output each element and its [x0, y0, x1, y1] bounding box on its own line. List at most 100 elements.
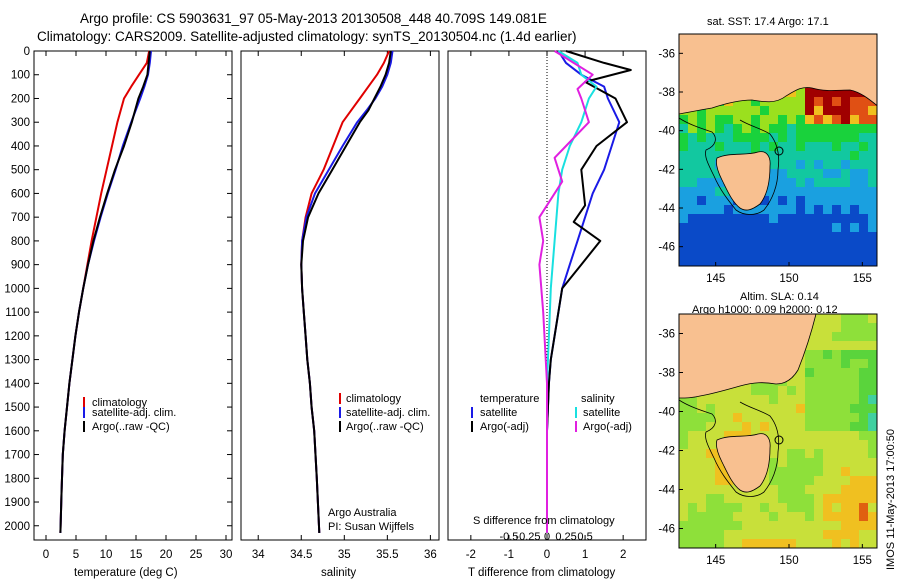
heatmap-cell	[832, 422, 842, 432]
heatmap-cell	[796, 124, 806, 134]
heatmap-cell	[733, 431, 743, 441]
heatmap-cell	[868, 512, 877, 522]
heatmap-cell	[715, 214, 725, 224]
heatmap-cell	[697, 160, 707, 170]
heatmap-cell	[778, 440, 788, 450]
heatmap-cell	[841, 232, 851, 242]
heatmap-cell	[778, 250, 788, 260]
sla-map-title-2: Argo h1000: 0.09 h2000: 0.12	[692, 304, 838, 316]
y-tick-label: 1300	[4, 355, 30, 367]
heatmap-cell	[832, 449, 842, 459]
heatmap-cell	[778, 187, 788, 197]
heatmap-cell	[715, 205, 725, 215]
heatmap-cell	[823, 431, 833, 441]
heatmap-cell	[724, 232, 734, 242]
heatmap-cell	[850, 323, 860, 333]
heatmap-cell	[796, 178, 806, 188]
heatmap-cell	[742, 539, 752, 548]
heatmap-cell	[823, 413, 833, 423]
map-x-tick-label: 150	[779, 273, 798, 285]
heatmap-cell	[760, 214, 770, 224]
heatmap-cell	[733, 422, 743, 432]
heatmap-cell	[805, 539, 815, 548]
x-tick-label: 0	[544, 549, 550, 561]
heatmap-cell	[850, 485, 860, 495]
heatmap-cell	[823, 133, 833, 143]
heatmap-cell	[679, 142, 689, 152]
heatmap-cell	[841, 431, 851, 441]
heatmap-cell	[850, 187, 860, 197]
heatmap-cell	[841, 539, 851, 548]
heatmap-cell	[805, 476, 815, 486]
sst-map-axis-ticks: 145 150 155 -36 -38 -40 -42 -44 -46	[658, 48, 872, 285]
heatmap-cell	[868, 485, 877, 495]
heatmap-cell	[769, 467, 779, 477]
heatmap-cell	[850, 259, 860, 266]
heatmap-cell	[697, 458, 707, 468]
heatmap-cell	[706, 124, 716, 134]
heatmap-cell	[814, 323, 824, 333]
heatmap-cell	[715, 196, 725, 206]
heatmap-cell	[805, 404, 815, 414]
heatmap-cell	[706, 142, 716, 152]
heatmap-cell	[679, 187, 689, 197]
heatmap-cell	[823, 530, 833, 540]
heatmap-cell	[814, 368, 824, 378]
bathymetry-contour	[679, 117, 780, 215]
heatmap-cell	[832, 503, 842, 513]
heatmap-cell	[787, 97, 797, 107]
y-tick-label: 500	[11, 165, 30, 177]
heatmap-cell	[832, 187, 842, 197]
heatmap-cell	[778, 160, 788, 170]
heatmap-cell	[778, 133, 788, 143]
heatmap-cell	[841, 359, 851, 369]
heatmap-cell	[868, 332, 877, 342]
heatmap-cell	[841, 106, 851, 116]
heatmap-cell	[760, 205, 770, 215]
heatmap-cell	[688, 133, 698, 143]
heatmap-cell	[859, 97, 869, 107]
heatmap-cell	[733, 386, 743, 396]
heatmap-cell	[724, 214, 734, 224]
heatmap-cell	[697, 512, 707, 522]
heatmap-cell	[814, 341, 824, 351]
heatmap-cell	[841, 350, 851, 360]
heatmap-cell	[715, 178, 725, 188]
heatmap-cell	[814, 259, 824, 266]
heatmap-cell	[823, 115, 833, 125]
heatmap-cell	[778, 196, 788, 206]
heatmap-cell	[859, 539, 869, 548]
x-tick-label: -1	[504, 549, 514, 561]
heatmap-cell	[787, 404, 797, 414]
heatmap-cell	[688, 142, 698, 152]
heatmap-cell	[850, 97, 860, 107]
x-tick-label: 15	[130, 549, 143, 561]
heatmap-cell	[814, 386, 824, 396]
heatmap-cell	[859, 341, 869, 351]
heatmap-cell	[724, 241, 734, 251]
heatmap-cell	[859, 259, 869, 266]
heatmap-cell	[868, 259, 877, 266]
heatmap-cell	[841, 323, 851, 333]
tasmania-landmass	[715, 433, 771, 493]
heatmap-cell	[688, 196, 698, 206]
heatmap-cell	[841, 115, 851, 125]
heatmap-cell	[706, 106, 716, 116]
timestamp-watermark: IMOS 11-May-2013 17:00:50	[885, 429, 897, 570]
heatmap-cell	[778, 178, 788, 188]
x-tick-label: 2	[620, 549, 626, 561]
heatmap-cell	[688, 187, 698, 197]
heatmap-cell	[805, 440, 815, 450]
heatmap-cell	[850, 458, 860, 468]
heatmap-cell	[688, 169, 698, 179]
heatmap-cell	[823, 485, 833, 495]
heatmap-cell	[814, 133, 824, 143]
heatmap-cell	[760, 422, 770, 432]
heatmap-cell	[688, 160, 698, 170]
heatmap-cell	[814, 160, 824, 170]
heatmap-cell	[778, 232, 788, 242]
heatmap-cell	[697, 440, 707, 450]
heatmap-cell	[787, 377, 797, 387]
heatmap-cell	[850, 422, 860, 432]
heatmap-cell	[679, 449, 689, 459]
